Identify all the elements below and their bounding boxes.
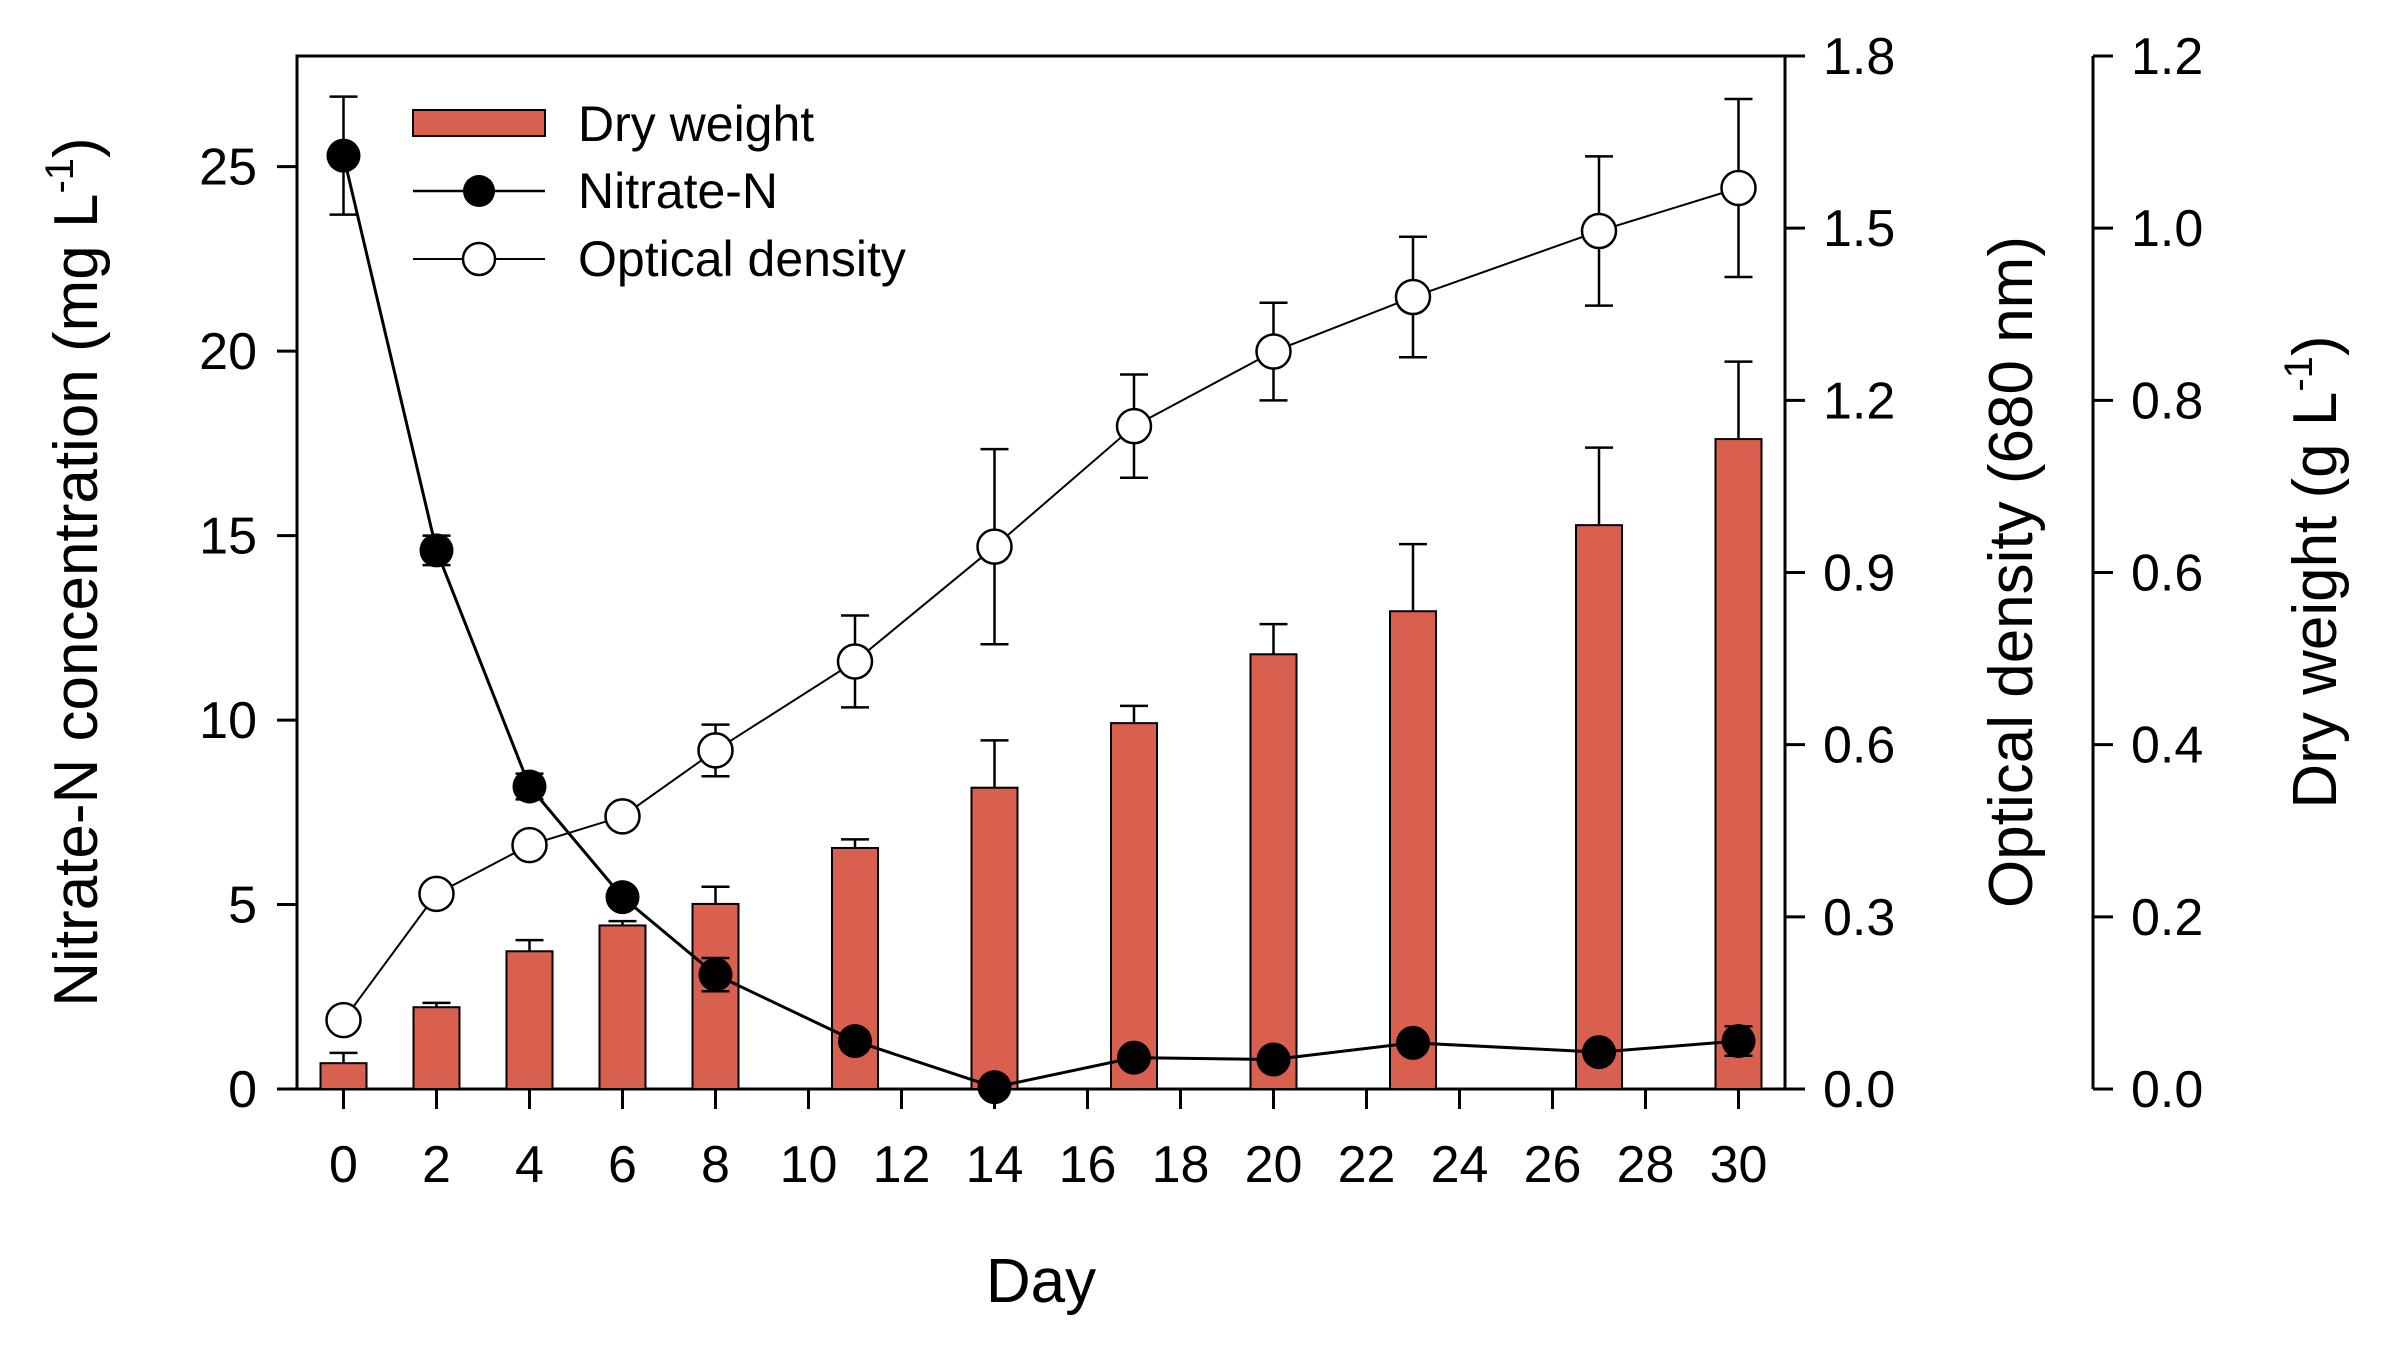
bar-dry-weight-10 <box>1575 524 1623 1090</box>
x-tick-label-12: 24 <box>1431 1136 1489 1194</box>
od-point-9 <box>1394 278 1432 316</box>
nitrate-point-10 <box>1582 1035 1616 1070</box>
nitrate-point-3 <box>605 880 640 915</box>
bar-dry-weight-7 <box>1110 722 1158 1090</box>
od-tick-label-6: 1.8 <box>1823 28 1895 86</box>
dw-tick-label-0: 0.0 <box>2131 1061 2203 1119</box>
dw-tick-label-2: 0.4 <box>2131 717 2203 775</box>
x-tick-label-10: 20 <box>1245 1136 1303 1194</box>
od-point-10 <box>1580 212 1618 250</box>
legend: Dry weight Nitrate-N Optical density <box>412 96 906 287</box>
nitrate-point-7 <box>1117 1040 1151 1075</box>
x-tick-label-4: 8 <box>701 1136 730 1194</box>
bar-dry-weight-2 <box>505 950 554 1090</box>
od-tick-label-0: 0.0 <box>1823 1061 1895 1119</box>
x-tick-label-13: 26 <box>1524 1136 1582 1194</box>
dw-tick-label-6: 1.2 <box>2131 28 2203 86</box>
nitrate-point-0 <box>326 138 361 173</box>
od-point-4 <box>697 732 734 769</box>
nitrate-point-1 <box>419 533 454 568</box>
legend-label-optical-density: Optical density <box>578 231 906 287</box>
x-tick-label-3: 6 <box>608 1136 637 1194</box>
bar-dry-weight-9 <box>1389 610 1437 1090</box>
od-point-8 <box>1255 333 1292 370</box>
legend-label-nitrate: Nitrate-N <box>578 163 778 219</box>
nitrate-line <box>342 155 1739 1089</box>
od-point-11 <box>1720 169 1757 207</box>
bar-dry-weight-11 <box>1714 438 1763 1090</box>
od-tick-label-1: 0.3 <box>1823 889 1895 947</box>
legend-marker-optical-density <box>461 241 497 277</box>
x-tick-label-11: 22 <box>1338 1136 1396 1194</box>
legend-label-dry-weight: Dry weight <box>578 96 814 152</box>
x-tick-label-15: 30 <box>1710 1136 1768 1194</box>
plot-frame <box>295 54 1787 1091</box>
x-tick-label-5: 10 <box>780 1136 838 1194</box>
dw-tick-label-1: 0.2 <box>2131 889 2203 947</box>
od-point-2 <box>511 826 548 864</box>
left-axis-title: Nitrate-N concentration (mg L-1) <box>38 137 111 1006</box>
nitrate-series <box>326 95 1756 1105</box>
optical-density-series <box>325 97 1757 1039</box>
nitrate-point-5 <box>838 1024 872 1059</box>
left-tick-label-0: 0 <box>228 1061 257 1119</box>
axes: 0 2 4 6 8 10 12 14 16 18 20 22 24 26 28 3005101520250.0… <box>199 28 2203 1194</box>
left-tick-label-3: 15 <box>199 508 257 566</box>
od-tick-label-5: 1.5 <box>1823 200 1895 258</box>
dw-tick-label-5: 1.0 <box>2131 200 2203 258</box>
od-axis-title: Optical density (680 nm) <box>1977 236 2046 908</box>
dw-tick-label-4: 0.8 <box>2131 372 2203 430</box>
od-tick-label-2: 0.6 <box>1823 717 1895 775</box>
x-tick-label-0: 0 <box>329 1136 358 1194</box>
bar-dry-weight-0 <box>319 1062 368 1091</box>
od-point-1 <box>418 875 455 913</box>
x-tick-label-14: 28 <box>1617 1136 1675 1194</box>
dw-axis-title: Dry weight (g L-1) <box>2277 335 2350 808</box>
nitrate-point-2 <box>512 769 547 804</box>
od-point-0 <box>325 1001 362 1039</box>
x-tick-label-2: 4 <box>515 1136 544 1194</box>
dw-tick-label-3: 0.6 <box>2131 545 2203 603</box>
x-tick-label-6: 12 <box>873 1136 931 1194</box>
x-tick-label-8: 16 <box>1059 1136 1117 1194</box>
bar-dry-weight-3 <box>598 924 647 1090</box>
nitrate-point-4 <box>698 957 733 992</box>
dw-axis-title-main: Dry weight (g L <box>2281 392 2350 809</box>
bar-dry-weight-4 <box>691 902 740 1090</box>
dw-axis-title-close: ) <box>2281 335 2350 356</box>
left-axis-title-close: ) <box>42 137 111 158</box>
left-axis-title-sup: -1 <box>38 158 82 194</box>
od-tick-label-3: 0.9 <box>1823 545 1895 603</box>
legend-swatch-dry-weight <box>412 109 546 137</box>
left-tick-label-1: 5 <box>228 877 257 935</box>
x-axis-title: Day <box>986 1247 1096 1316</box>
left-tick-label-2: 10 <box>199 692 257 750</box>
od-line <box>342 187 1739 1021</box>
od-tick-label-4: 1.2 <box>1823 372 1895 430</box>
left-axis-title-main: Nitrate-N concentration (mg L <box>42 194 111 1007</box>
bar-dry-weight-6 <box>970 786 1019 1090</box>
nitrate-point-6 <box>977 1070 1012 1105</box>
dw-axis-title-sup: -1 <box>2277 356 2321 392</box>
legend-marker-nitrate <box>463 175 495 207</box>
od-point-7 <box>1115 407 1153 445</box>
x-tick-label-9: 18 <box>1152 1136 1210 1194</box>
od-point-3 <box>604 798 641 835</box>
left-tick-label-4: 20 <box>199 323 257 381</box>
x-tick-label-7: 14 <box>966 1136 1024 1194</box>
dry-weight-bars <box>319 360 1763 1091</box>
bar-dry-weight-1 <box>412 1006 461 1090</box>
nitrate-point-9 <box>1396 1025 1430 1060</box>
od-point-6 <box>976 528 1013 565</box>
bar-dry-weight-8 <box>1249 653 1298 1090</box>
nitrate-point-11 <box>1721 1024 1756 1059</box>
x-tick-label-1: 2 <box>422 1136 451 1194</box>
od-point-5 <box>836 643 874 680</box>
nitrate-point-8 <box>1256 1042 1291 1077</box>
left-tick-label-5: 25 <box>199 139 257 197</box>
